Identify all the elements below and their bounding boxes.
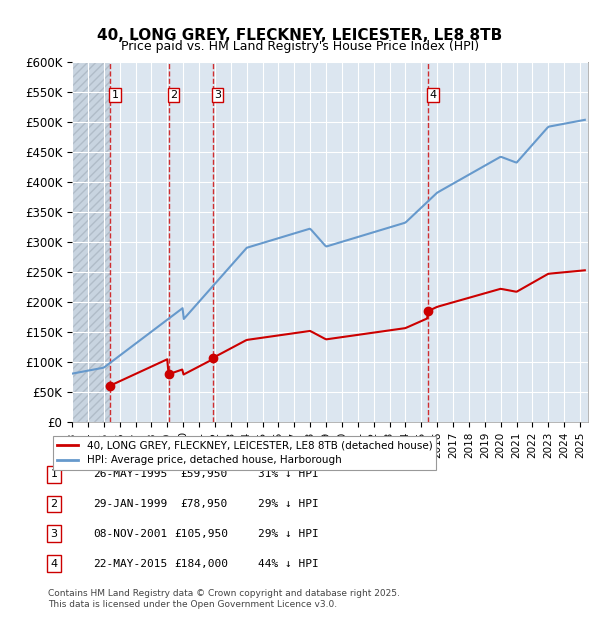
Text: 29% ↓ HPI: 29% ↓ HPI bbox=[258, 499, 319, 509]
Text: 1: 1 bbox=[50, 469, 58, 479]
Text: Price paid vs. HM Land Registry's House Price Index (HPI): Price paid vs. HM Land Registry's House … bbox=[121, 40, 479, 53]
Text: £78,950: £78,950 bbox=[181, 499, 228, 509]
Text: 08-NOV-2001: 08-NOV-2001 bbox=[93, 529, 167, 539]
Text: 26-MAY-1995: 26-MAY-1995 bbox=[93, 469, 167, 479]
Text: 44% ↓ HPI: 44% ↓ HPI bbox=[258, 559, 319, 569]
Text: 31% ↓ HPI: 31% ↓ HPI bbox=[258, 469, 319, 479]
Text: 2: 2 bbox=[170, 90, 177, 100]
Text: 40, LONG GREY, FLECKNEY, LEICESTER, LE8 8TB: 40, LONG GREY, FLECKNEY, LEICESTER, LE8 … bbox=[97, 28, 503, 43]
Text: £184,000: £184,000 bbox=[174, 559, 228, 569]
Legend: 40, LONG GREY, FLECKNEY, LEICESTER, LE8 8TB (detached house), HPI: Average price: 40, LONG GREY, FLECKNEY, LEICESTER, LE8 … bbox=[53, 436, 436, 470]
Text: £59,950: £59,950 bbox=[181, 469, 228, 479]
Text: £105,950: £105,950 bbox=[174, 529, 228, 539]
Text: 2: 2 bbox=[50, 499, 58, 509]
Text: 29% ↓ HPI: 29% ↓ HPI bbox=[258, 529, 319, 539]
Text: 4: 4 bbox=[429, 90, 436, 100]
Text: Contains HM Land Registry data © Crown copyright and database right 2025.
This d: Contains HM Land Registry data © Crown c… bbox=[48, 590, 400, 609]
Text: 22-MAY-2015: 22-MAY-2015 bbox=[93, 559, 167, 569]
Text: 3: 3 bbox=[50, 529, 58, 539]
Text: 3: 3 bbox=[214, 90, 221, 100]
Text: 1: 1 bbox=[112, 90, 119, 100]
Text: 29-JAN-1999: 29-JAN-1999 bbox=[93, 499, 167, 509]
Text: 4: 4 bbox=[50, 559, 58, 569]
